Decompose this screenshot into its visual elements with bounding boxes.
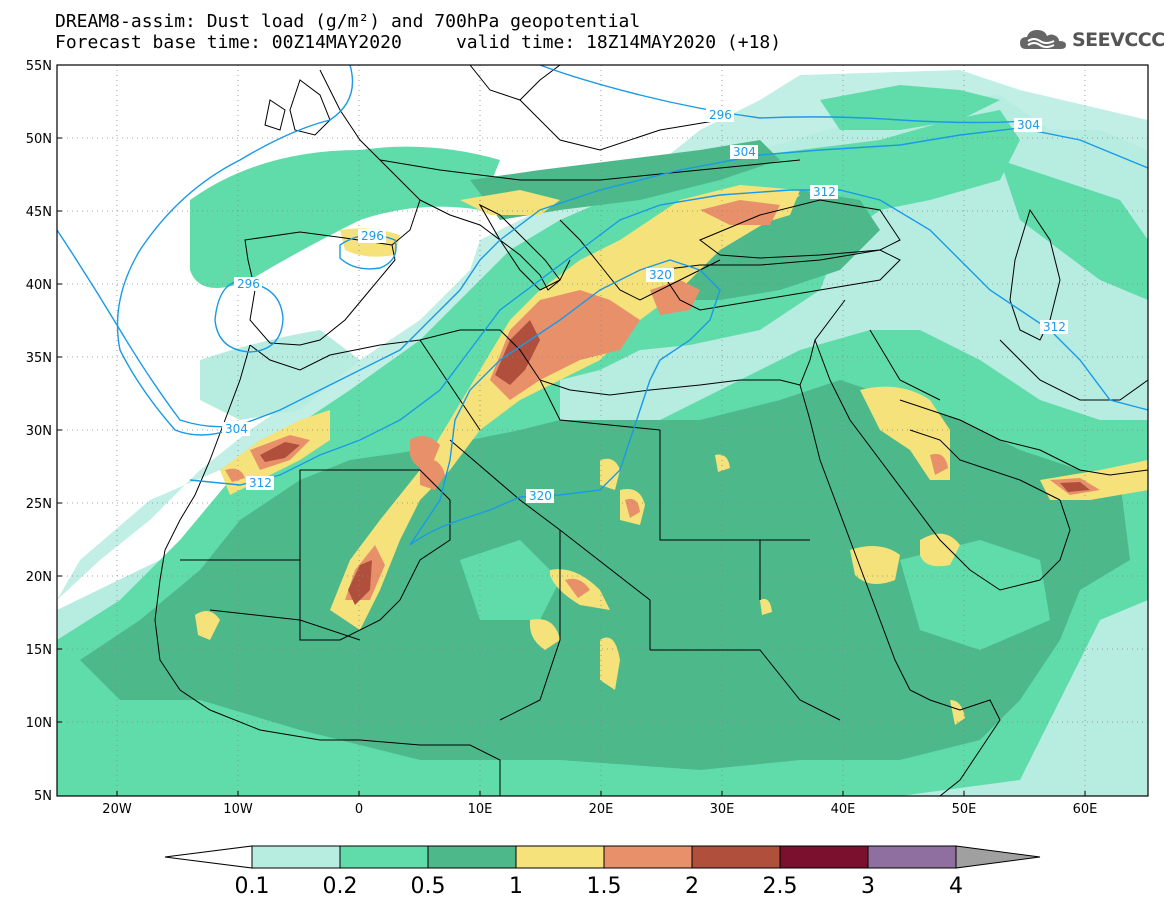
colorbar-swatch <box>691 845 781 869</box>
colorbar-label: 2.5 <box>763 874 798 899</box>
colorbar-swatch <box>515 845 605 869</box>
contour-label: 296 <box>237 277 260 291</box>
cloud-icon <box>1020 30 1066 49</box>
lat-label: 25N <box>26 497 52 512</box>
colorbar-label: 4 <box>949 874 963 899</box>
lat-label: 5N <box>34 789 52 804</box>
seevccc-logo: SEEVCCC <box>1018 25 1165 55</box>
colorbar-label: 2 <box>685 874 699 899</box>
lat-label: 50N <box>26 132 52 147</box>
colorbar-swatch <box>251 845 341 869</box>
contour-label: 304 <box>225 422 248 436</box>
lon-label: 30E <box>710 802 735 817</box>
contour-label: 312 <box>249 476 272 490</box>
colorbar-label: 0.5 <box>411 874 446 899</box>
contour-label: 304 <box>733 145 756 159</box>
contour-label: 312 <box>1043 320 1066 334</box>
lon-label: 0 <box>355 802 363 817</box>
lon-label: 20E <box>589 802 614 817</box>
lon-label: 60E <box>1073 802 1098 817</box>
contour-labels: 296 296 304 312 320 320 296 304 312 304 … <box>222 108 1068 503</box>
colorbar-label: 3 <box>861 874 875 899</box>
lon-label: 20W <box>102 802 132 817</box>
coastlines <box>154 65 1148 796</box>
geopotential-contours <box>57 65 1148 546</box>
lon-label: 10W <box>223 802 253 817</box>
colorbar-swatch <box>427 845 517 869</box>
contour-label: 312 <box>813 185 836 199</box>
lat-label: 35N <box>26 351 52 366</box>
colorbar-swatch <box>603 845 693 869</box>
lat-label: 30N <box>26 424 52 439</box>
lat-label: 20N <box>26 570 52 585</box>
lon-label: 50E <box>952 802 977 817</box>
lon-label: 10E <box>468 802 493 817</box>
lat-label: 40N <box>26 278 52 293</box>
contour-label: 320 <box>529 489 552 503</box>
contour-label: 304 <box>1017 118 1040 132</box>
contour-label: 296 <box>709 108 732 122</box>
colorbar-min-arrow <box>164 845 253 869</box>
colorbar-label: 0.1 <box>235 874 270 899</box>
contour-label: 296 <box>361 229 384 243</box>
forecast-time-subtitle: Forecast base time: 00Z14MAY2020 valid t… <box>55 32 782 53</box>
latitude-labels: 55N 50N 45N 40N 35N 30N 25N 20N 15N 10N … <box>26 59 52 804</box>
colorbar-swatch <box>867 845 957 869</box>
contour-label: 320 <box>649 268 672 282</box>
colorbar-swatch <box>339 845 429 869</box>
lat-label: 45N <box>26 205 52 220</box>
colorbar-label: 1.5 <box>587 874 622 899</box>
dust-load-field <box>57 70 1148 796</box>
colorbar-label: 0.2 <box>323 874 358 899</box>
lon-label: 40E <box>831 802 856 817</box>
logo-text: SEEVCCC <box>1072 29 1165 51</box>
colorbar-max-arrow <box>955 845 1041 869</box>
axis-ticks <box>57 64 1086 797</box>
lat-label: 55N <box>26 59 52 74</box>
colorbar-swatch <box>779 845 869 869</box>
lat-label: 10N <box>26 716 52 731</box>
lat-label: 15N <box>26 643 52 658</box>
colorbar-label: 1 <box>509 874 523 899</box>
longitude-labels: 20W 10W 0 10E 20E 30E 40E 50E 60E <box>102 802 1097 817</box>
colorbar: 0.1 0.2 0.5 1 1.5 2 2.5 3 4 <box>164 845 1041 899</box>
map-title: DREAM8-assim: Dust load (g/m²) and 700hP… <box>55 11 641 32</box>
